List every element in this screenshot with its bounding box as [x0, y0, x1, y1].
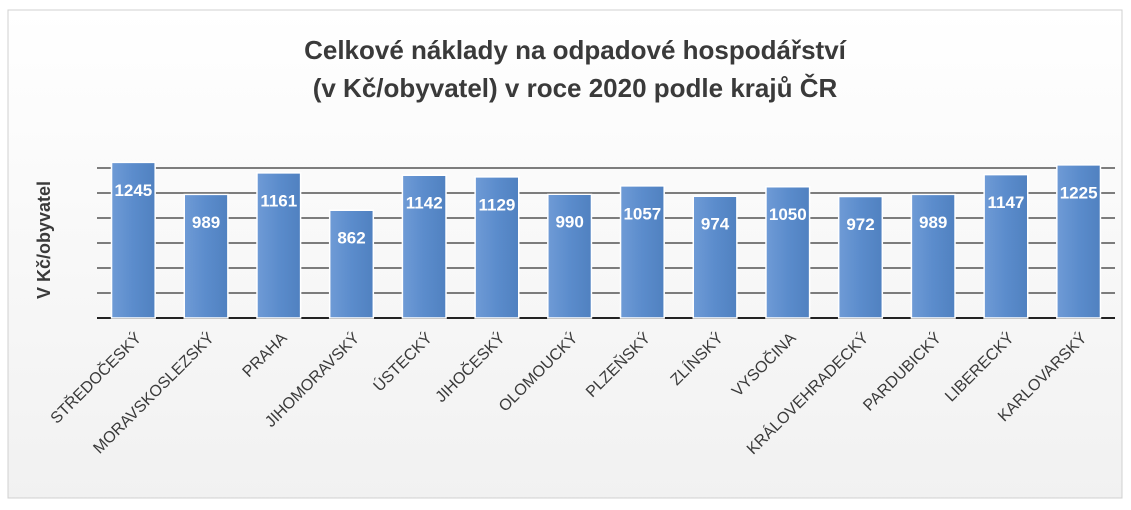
bar [837, 195, 884, 319]
bar [256, 172, 302, 319]
bar [619, 185, 665, 319]
bar [765, 186, 811, 319]
chart-title: Celkové náklady na odpadové hospodářství [304, 35, 847, 65]
bar [547, 193, 593, 319]
data-label: 989 [919, 213, 947, 232]
data-label: 974 [701, 215, 730, 234]
bar [328, 209, 375, 319]
data-label: 989 [192, 213, 220, 232]
y-axis-label: V Kč/obyvatel [34, 181, 54, 299]
data-label: 972 [846, 215, 874, 234]
data-label: 1225 [1060, 183, 1098, 202]
data-label: 1129 [478, 195, 515, 214]
bar [1056, 164, 1102, 319]
bar [183, 193, 229, 319]
bar [910, 193, 956, 319]
data-label: 1147 [987, 193, 1024, 212]
data-label: 1161 [260, 191, 297, 210]
data-label: 862 [337, 229, 365, 248]
data-label: 990 [555, 213, 583, 232]
bar [110, 161, 156, 319]
bar [474, 176, 520, 319]
bar [983, 173, 1029, 319]
data-label: 1245 [114, 181, 152, 200]
data-label: 1142 [406, 194, 443, 213]
bar [692, 195, 738, 319]
data-label: 1050 [769, 205, 807, 224]
chart-title: (v Kč/obyvatel) v roce 2020 podle krajů … [313, 73, 838, 103]
data-label: 1057 [623, 204, 661, 223]
bar [401, 174, 447, 319]
